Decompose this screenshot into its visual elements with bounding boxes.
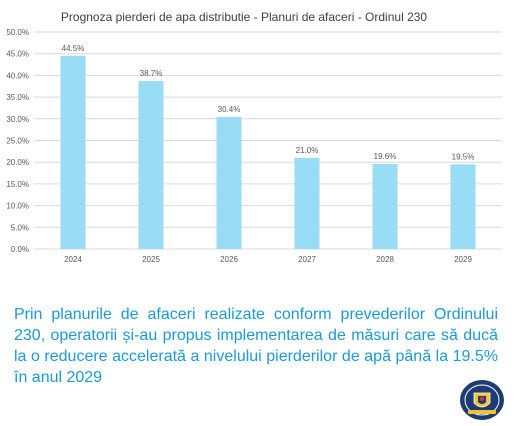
y-tick-label: 20.0% <box>6 158 29 167</box>
data-label-2024: 44.5% <box>62 44 85 53</box>
data-labels: 44.5% 38.7% 30.4% 21.0% 19.6% 19.5% <box>62 44 475 161</box>
x-tick-label-2024: 2024 <box>64 255 82 264</box>
bar-2026 <box>216 117 242 250</box>
gridlines <box>34 31 502 250</box>
y-tick-label: 0.0% <box>11 245 29 254</box>
chart-area: Prognoza pierderi de apa distributie - P… <box>6 10 502 264</box>
bars <box>60 55 476 250</box>
x-tick-label-2026: 2026 <box>220 255 238 264</box>
y-tick-label: 50.0% <box>6 28 29 37</box>
y-tick-label: 25.0% <box>6 137 29 146</box>
body-paragraph: Prin planurile de afaceri realizate conf… <box>14 306 498 386</box>
data-label-2025: 38.7% <box>140 69 163 78</box>
data-label-2027: 21.0% <box>296 146 319 155</box>
x-tick-label-2027: 2027 <box>298 255 316 264</box>
y-tick-label: 35.0% <box>6 93 29 102</box>
y-tick-label: 40.0% <box>6 71 29 80</box>
y-tick-label: 5.0% <box>11 223 29 232</box>
bar-2028 <box>372 163 398 249</box>
x-tick-label-2029: 2029 <box>454 255 472 264</box>
data-label-2028: 19.6% <box>374 152 397 161</box>
x-tick-label-2025: 2025 <box>142 255 160 264</box>
data-label-2029: 19.5% <box>452 152 475 161</box>
y-tick-label: 45.0% <box>6 50 29 59</box>
y-tick-label: 15.0% <box>6 180 29 189</box>
bar-2025 <box>138 81 164 250</box>
bar-2027 <box>294 157 320 249</box>
chart-title: Prognoza pierderi de apa distributie - P… <box>61 10 428 24</box>
y-axis-tick-labels: 0.0% 5.0% 10.0% 15.0% 20.0% 25.0% 30.0% 35.0% 40… <box>6 28 29 254</box>
bar-chart: Prognoza pierderi de apa distributie - P… <box>6 10 502 264</box>
bar-2029 <box>450 164 476 249</box>
organization-emblem-icon <box>458 376 506 422</box>
data-label-2026: 30.4% <box>218 105 241 114</box>
x-tick-label-2028: 2028 <box>376 255 394 264</box>
bar-2024 <box>60 55 86 250</box>
y-tick-label: 10.0% <box>6 202 29 211</box>
x-axis-tick-labels: 2024 2025 2026 2027 2028 2029 <box>64 255 472 264</box>
y-tick-label: 30.0% <box>6 115 29 124</box>
